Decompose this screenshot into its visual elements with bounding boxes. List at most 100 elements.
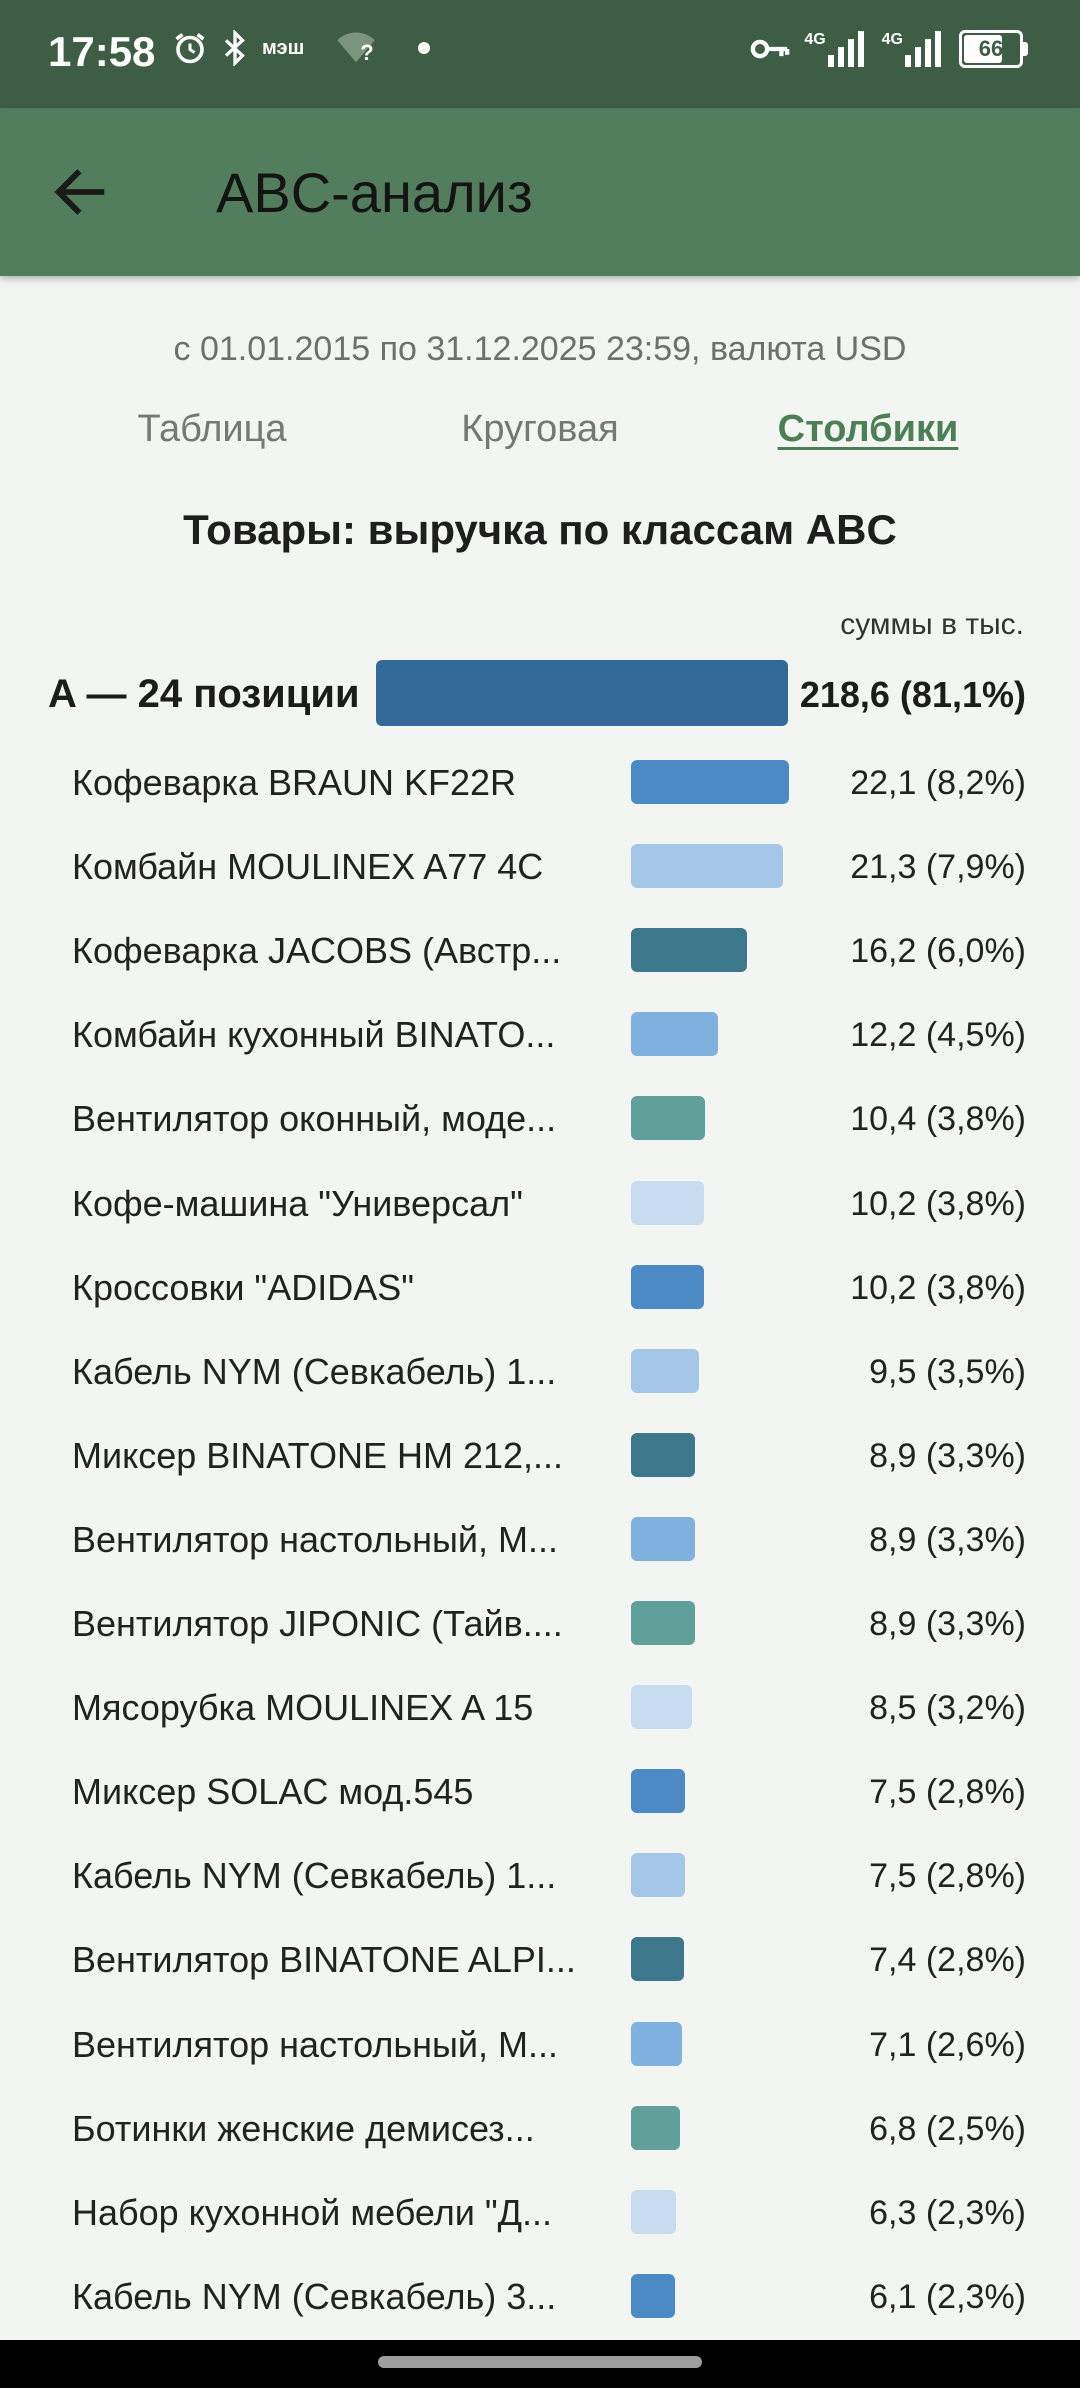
item-row[interactable]: Кроссовки "ADIDAS" 10,2 (3,8%) — [0, 1245, 1080, 1329]
item-bar — [631, 1769, 685, 1814]
class-a-label: A — 24 позиции — [48, 672, 360, 716]
navigation-bar — [0, 2340, 1080, 2388]
item-row[interactable]: Вентилятор BINATONE ALPI... 7,4 (2,8%) — [0, 1917, 1080, 2001]
item-name: Кофеварка BRAUN KF22R — [72, 762, 517, 803]
item-name: Мясорубка MOULINEX A 15 — [72, 1687, 534, 1729]
signal-1: 4G — [804, 31, 867, 67]
item-name: Кабель NYM (Севкабель) 1... — [72, 1855, 557, 1897]
net-label-1: 4G — [804, 31, 826, 48]
item-row[interactable]: Кофе-машина "Универсал" 10,2 (3,8%) — [0, 1161, 1080, 1245]
item-value: 22,1 (8,2%) — [850, 764, 1026, 802]
wifi-question-mark: ? — [360, 40, 374, 65]
tab-bars[interactable]: Столбики — [777, 408, 959, 450]
item-name: Миксер SOLAC мод.545 — [72, 1771, 474, 1813]
item-row[interactable]: Миксер BINATONE HM 212,... 8,9 (3,3%) — [0, 1413, 1080, 1497]
item-name: Вентилятор настольный, М... — [72, 2023, 558, 2065]
item-bar — [631, 1685, 692, 1730]
item-row[interactable]: Вентилятор настольный, М... 8,9 (3,3%) — [0, 1497, 1080, 1581]
view-tabs: Таблица Круговая Столбики — [0, 408, 1080, 468]
period-caption: с 01.01.2015 по 31.12.2025 23:59, валюта… — [173, 330, 907, 368]
item-value: 8,9 (3,3%) — [869, 1520, 1026, 1559]
item-name: Вентилятор BINATONE ALPI... — [72, 1939, 576, 1981]
item-row[interactable]: Кабель NYM (Севкабель) 1... 9,5 (3,5%) — [0, 1329, 1080, 1413]
signal-bars-icon — [827, 31, 864, 67]
item-row[interactable]: Комбайн MOULINEX A77 4C 21,3 (7,9%) — [0, 824, 1080, 908]
item-bar — [631, 928, 747, 973]
item-name: Кабель NYM (Севкабель) 1... — [72, 1350, 557, 1392]
item-row[interactable]: Ботинки женские демисез... 6,8 (2,5%) — [0, 2086, 1080, 2170]
item-row[interactable]: Вентилятор оконный, моде... 10,4 (3,8%) — [0, 1076, 1080, 1160]
bluetooth-icon — [224, 30, 245, 66]
vpn-key-icon — [751, 39, 790, 59]
item-value: 8,5 (3,2%) — [869, 1689, 1026, 1728]
tab-table[interactable]: Таблица — [137, 408, 287, 450]
item-bar — [631, 1601, 695, 1645]
item-row[interactable]: Вентилятор настольный, М... 7,1 (2,6%) — [0, 2002, 1080, 2086]
item-bar — [631, 1012, 718, 1057]
battery-icon: 66 — [959, 30, 1028, 68]
signal-2: 4G — [882, 31, 945, 67]
item-bar — [631, 1348, 699, 1393]
item-value: 7,5 (2,8%) — [869, 1773, 1026, 1812]
item-bar — [631, 1432, 695, 1477]
home-handle[interactable] — [378, 2356, 702, 2368]
item-value: 10,2 (3,8%) — [850, 1268, 1026, 1307]
item-bar — [631, 2021, 682, 2066]
status-icons-left: мэш ? — [172, 30, 431, 66]
item-value: 12,2 (4,5%) — [850, 1016, 1026, 1055]
item-value: 10,4 (3,8%) — [850, 1100, 1026, 1139]
item-row[interactable]: Набор кухонной мебели "Д... 6,3 (2,3%) — [0, 2170, 1080, 2254]
item-value: 6,3 (2,3%) — [869, 2193, 1026, 2232]
battery-level: 66 — [978, 36, 1004, 61]
notification-dot-icon — [418, 42, 431, 54]
item-name: Кофеварка JACOBS (Австр... — [72, 930, 562, 972]
item-name: Вентилятор настольный, М... — [72, 1518, 558, 1560]
item-row[interactable]: Комбайн кухонный BINATO... 12,2 (4,5%) — [0, 992, 1080, 1076]
carrier-text: мэш — [262, 36, 305, 59]
item-bar — [631, 1180, 704, 1225]
item-value: 10,2 (3,8%) — [850, 1184, 1026, 1223]
item-name: Миксер BINATONE HM 212,... — [72, 1434, 564, 1476]
item-row[interactable]: Мясорубка MOULINEX A 15 8,5 (3,2%) — [0, 1665, 1080, 1749]
item-value: 8,9 (3,3%) — [869, 1605, 1026, 1643]
item-bar — [631, 1937, 684, 1982]
item-bar — [631, 2273, 675, 2318]
item-value: 7,1 (2,6%) — [869, 2025, 1026, 2064]
item-bar — [631, 760, 789, 804]
item-row[interactable]: Кабель NYM (Севкабель) 1... 7,5 (2,8%) — [0, 1833, 1080, 1917]
item-value: 21,3 (7,9%) — [850, 848, 1026, 887]
chart-title: Товары: выручка по классам ABC — [183, 506, 897, 553]
item-bar — [631, 844, 783, 889]
net-label-2: 4G — [881, 31, 903, 48]
item-bar — [631, 1264, 704, 1309]
item-value: 6,8 (2,5%) — [869, 2109, 1026, 2148]
item-value: 16,2 (6,0%) — [850, 932, 1026, 971]
item-value: 7,4 (2,8%) — [869, 1941, 1026, 1980]
page-title: ABC-анализ — [216, 161, 533, 224]
item-bar — [631, 2105, 680, 2150]
app-bar: ABC-анализ — [0, 108, 1080, 276]
item-bar — [631, 1853, 685, 1898]
class-a-value: 218,6 (81,1%) — [799, 674, 1026, 715]
item-row[interactable]: Вентилятор JIPONIC (Тайв.... 8,9 (3,3%) — [0, 1581, 1080, 1665]
item-bar — [631, 1096, 705, 1141]
status-bar: 17:58 мэш ? 4G — [0, 0, 1080, 108]
item-value: 8,9 (3,3%) — [869, 1436, 1026, 1475]
item-row[interactable]: Кабель NYM (Севкабель) 3... 6,1 (2,3%) — [0, 2254, 1080, 2338]
item-name: Набор кухонной мебели "Д... — [72, 2191, 553, 2233]
class-a-row[interactable]: A — 24 позиции 218,6 (81,1%) — [0, 658, 1080, 728]
status-time: 17:58 — [48, 28, 156, 75]
item-name: Вентилятор JIPONIC (Тайв.... — [72, 1603, 563, 1644]
item-row[interactable]: Кофеварка BRAUN KF22R 22,1 (8,2%) — [0, 740, 1080, 824]
item-name: Кабель NYM (Севкабель) 3... — [72, 2275, 557, 2317]
item-row[interactable]: Миксер SOLAC мод.545 7,5 (2,8%) — [0, 1749, 1080, 1833]
item-value: 7,5 (2,8%) — [869, 1857, 1026, 1896]
wifi-question-icon: ? — [334, 30, 382, 66]
item-row[interactable]: Кофеварка JACOBS (Австр... 16,2 (6,0%) — [0, 908, 1080, 992]
back-arrow-icon[interactable] — [48, 160, 112, 224]
item-bar — [631, 2189, 676, 2234]
item-name: Вентилятор оконный, моде... — [72, 1098, 557, 1140]
class-a-bar — [376, 660, 788, 726]
tab-pie[interactable]: Круговая — [461, 408, 619, 450]
item-name: Ботинки женские демисез... — [72, 2107, 535, 2149]
